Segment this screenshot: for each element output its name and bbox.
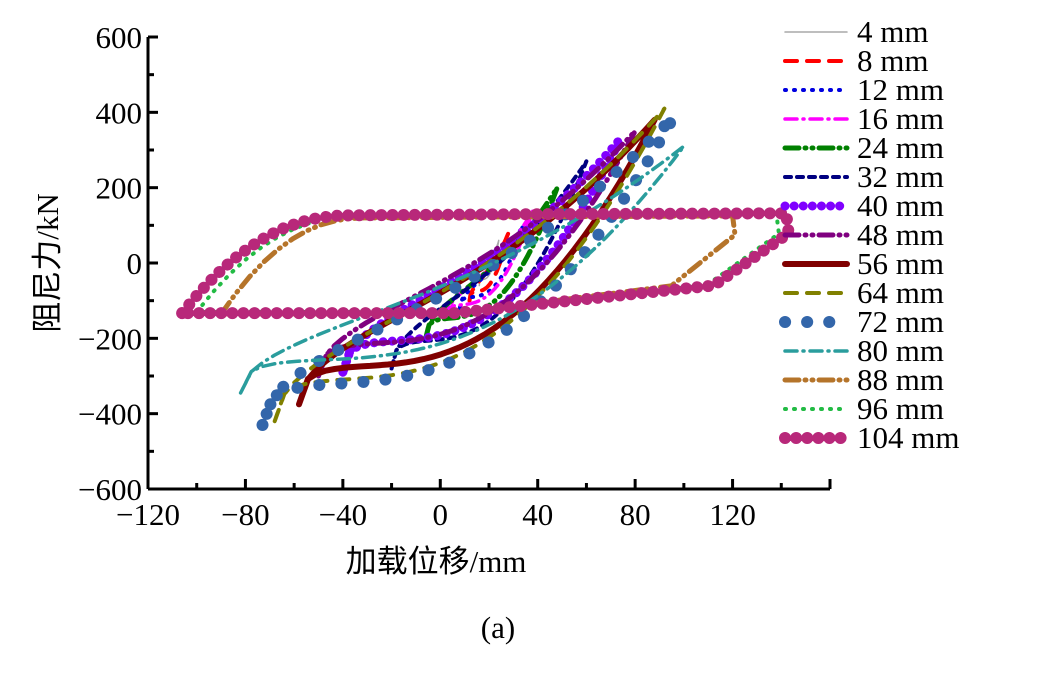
legend-label: 32 mm [857,159,944,194]
y-tick-label: 600 [96,20,143,55]
legend-label: 104 mm [857,420,959,455]
curve-48mm [316,128,638,379]
legend-item: 72 mm [779,304,944,339]
legend-label: 12 mm [857,72,944,107]
x-tick-label: 120 [709,497,756,532]
legend-label: 72 mm [857,304,944,339]
legend-item: 64 mm [783,275,944,310]
legend-label: 88 mm [857,362,944,397]
legend-label: 96 mm [857,391,944,426]
curve-104mm [176,207,795,320]
curve-4mm [478,239,500,287]
y-tick-label: −200 [78,321,142,356]
legend-label: 56 mm [857,246,944,281]
legend-item: 80 mm [783,333,944,368]
legend-item: 104 mm [779,420,959,455]
legend-label: 80 mm [857,333,944,368]
x-ticks: −120 −80 −40 0 40 80 120 [116,479,832,532]
x-tick-label: −40 [319,497,367,532]
legend-label: 40 mm [857,188,944,223]
legend-item: 32 mm [783,159,944,194]
legend-item: 96 mm [783,391,944,426]
legend-label: 4 mm [857,14,928,49]
legend-item: 16 mm [783,101,944,136]
y-tick-label: 200 [96,171,143,206]
legend-label: 64 mm [857,275,944,310]
legend-item: 56 mm [782,246,944,281]
y-tick-label: 0 [127,246,143,281]
legend-item: 12 mm [783,72,944,107]
legend-item: 24 mm [782,130,944,165]
legend-label: 24 mm [857,130,944,165]
x-tick-label: 0 [433,497,449,532]
y-axis-title: 阻尼力/kN [30,193,65,333]
legend-item: 40 mm [780,188,944,223]
legend-item: 88 mm [782,362,944,397]
legend-item: 8 mm [783,43,928,78]
x-tick-label: −120 [116,497,180,532]
legend-item: 4 mm [784,14,928,49]
x-tick-label: −80 [221,497,269,532]
x-axis-title: 加载位移/mm [346,544,527,579]
x-tick-label: 40 [522,497,553,532]
legend-item: 48 mm [782,217,944,252]
plot-curves [176,106,795,431]
y-ticks: −600 −400 −200 0 200 400 600 [78,20,158,507]
curve-32mm [389,159,589,371]
x-tick-label: 80 [620,497,651,532]
y-tick-label: −400 [78,397,142,432]
figure-caption: (a) [481,610,515,645]
y-tick-label: −600 [78,472,142,507]
legend-label: 16 mm [857,101,944,136]
legend-label: 48 mm [857,217,944,252]
y-tick-label: 400 [96,95,143,130]
legend-label: 8 mm [857,43,928,78]
